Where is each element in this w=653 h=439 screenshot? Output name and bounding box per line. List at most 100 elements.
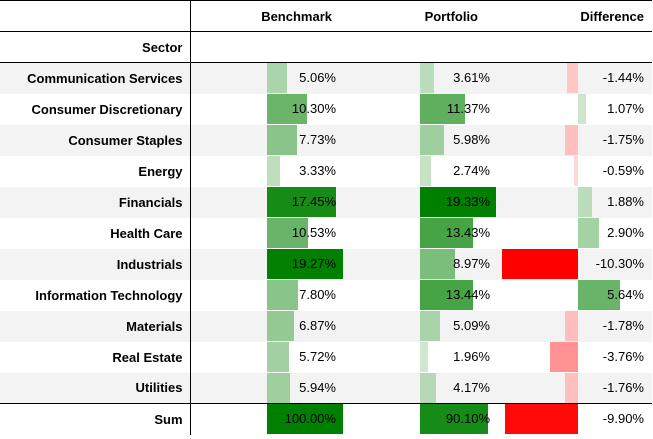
portfolio-cell[interactable]: 19.33% <box>344 186 498 218</box>
difference-value: -10.30% <box>595 256 644 271</box>
portfolio-bar <box>420 156 431 186</box>
header-difference[interactable]: Difference <box>498 0 652 32</box>
difference-bar <box>565 311 578 341</box>
difference-cell[interactable]: -3.76% <box>498 342 652 373</box>
difference-value: -1.78% <box>602 318 644 333</box>
benchmark-bar <box>266 280 298 310</box>
portfolio-bar <box>420 311 440 341</box>
portfolio-value: 8.97% <box>453 256 490 271</box>
benchmark-cell[interactable]: 19.27% <box>190 248 344 280</box>
difference-bar <box>578 94 586 124</box>
benchmark-value: 17.45% <box>291 194 336 209</box>
difference-bar <box>505 404 578 435</box>
benchmark-value: 6.87% <box>299 318 336 333</box>
difference-bar <box>574 156 578 186</box>
benchmark-cell[interactable]: 17.45% <box>190 186 344 218</box>
benchmark-cell[interactable]: 3.33% <box>190 156 344 187</box>
portfolio-value: 4.17% <box>453 379 490 395</box>
difference-bar <box>565 372 578 403</box>
table-row: Consumer Staples 7.73% 5.98% -1.75% <box>0 124 652 156</box>
difference-value: -1.75% <box>602 132 644 147</box>
difference-value: 5.64% <box>607 287 644 302</box>
header-portfolio[interactable]: Portfolio <box>344 0 498 32</box>
table-row: Utilities 5.94% 4.17% -1.76% <box>0 372 652 404</box>
table-row: Information Technology 7.80% 13.44% 5.64% <box>0 279 652 311</box>
portfolio-bar <box>420 280 473 310</box>
benchmark-cell[interactable]: 7.80% <box>190 280 344 311</box>
portfolio-cell[interactable]: 13.43% <box>344 218 498 249</box>
portfolio-bar <box>420 249 455 279</box>
portfolio-cell[interactable]: 90.10% <box>344 403 498 435</box>
sector-label: Financials <box>0 186 191 218</box>
benchmark-value: 7.73% <box>299 132 336 147</box>
difference-value: -1.76% <box>602 379 644 395</box>
difference-cell[interactable]: 1.88% <box>498 186 652 218</box>
portfolio-bar <box>420 372 436 403</box>
portfolio-value: 5.98% <box>453 132 490 147</box>
portfolio-cell[interactable]: 5.09% <box>344 310 498 342</box>
benchmark-value: 5.72% <box>299 349 336 364</box>
table-row: Financials 17.45% 19.33% 1.88% <box>0 186 652 218</box>
header-benchmark[interactable]: Benchmark <box>190 0 344 32</box>
difference-cell[interactable]: -9.90% <box>498 403 652 435</box>
table-row: Consumer Discretionary 10.30% 11.37% 1.07% <box>0 93 652 125</box>
sector-label: Energy <box>0 155 191 187</box>
difference-cell[interactable]: 2.90% <box>498 218 652 249</box>
benchmark-cell[interactable]: 10.30% <box>190 94 344 125</box>
benchmark-value: 5.06% <box>299 70 336 86</box>
sector-label: Consumer Discretionary <box>0 93 191 125</box>
benchmark-bar <box>266 94 307 124</box>
benchmark-value: 3.33% <box>299 163 336 178</box>
portfolio-cell[interactable]: 5.98% <box>344 124 498 156</box>
portfolio-bar <box>420 125 444 155</box>
difference-cell[interactable]: -0.59% <box>498 156 652 187</box>
benchmark-cell[interactable]: 10.53% <box>190 218 344 249</box>
benchmark-cell[interactable]: 5.72% <box>190 342 344 373</box>
table-row: Communication Services 5.06% 3.61% -1.44% <box>0 62 652 94</box>
difference-cell[interactable]: -1.78% <box>498 310 652 342</box>
portfolio-bar <box>420 342 428 372</box>
portfolio-value: 5.09% <box>453 318 490 333</box>
benchmark-cell[interactable]: 5.06% <box>190 62 344 94</box>
difference-bar <box>578 280 620 310</box>
difference-cell[interactable]: -1.76% <box>498 372 652 404</box>
benchmark-cell[interactable]: 7.73% <box>190 124 344 156</box>
difference-cell[interactable]: -1.75% <box>498 124 652 156</box>
index-name-sector: Sector <box>0 31 191 63</box>
difference-value: 2.90% <box>607 225 644 240</box>
benchmark-bar <box>266 156 280 186</box>
difference-cell[interactable]: -10.30% <box>498 248 652 280</box>
portfolio-bar <box>420 218 473 248</box>
benchmark-bar <box>266 342 289 372</box>
sector-label: Information Technology <box>0 279 191 311</box>
portfolio-cell[interactable]: 11.37% <box>344 94 498 125</box>
benchmark-value: 10.30% <box>291 101 336 116</box>
portfolio-value: 19.33% <box>445 194 490 209</box>
difference-cell[interactable]: 5.64% <box>498 280 652 311</box>
portfolio-value: 13.44% <box>445 287 490 302</box>
benchmark-value: 7.80% <box>299 287 336 302</box>
benchmark-bar <box>266 63 287 94</box>
benchmark-value: 100.00% <box>284 411 336 427</box>
table-row: Materials 6.87% 5.09% -1.78% <box>0 310 652 342</box>
portfolio-cell[interactable]: 4.17% <box>344 372 498 404</box>
table-row: Real Estate 5.72% 1.96% -3.76% <box>0 341 652 373</box>
benchmark-cell[interactable]: 100.00% <box>190 403 344 435</box>
empty-cell <box>190 31 344 63</box>
portfolio-cell[interactable]: 2.74% <box>344 156 498 187</box>
portfolio-cell[interactable]: 1.96% <box>344 342 498 373</box>
portfolio-cell[interactable]: 13.44% <box>344 280 498 311</box>
difference-bar <box>550 342 578 372</box>
portfolio-cell[interactable]: 3.61% <box>344 62 498 94</box>
difference-cell[interactable]: 1.07% <box>498 94 652 125</box>
benchmark-cell[interactable]: 5.94% <box>190 372 344 404</box>
benchmark-bar <box>266 187 336 217</box>
sum-row: Sum 100.00% 90.10% -9.90% <box>0 403 652 435</box>
portfolio-cell[interactable]: 8.97% <box>344 248 498 280</box>
benchmark-cell[interactable]: 6.87% <box>190 310 344 342</box>
benchmark-bar <box>266 372 290 403</box>
empty-cell <box>498 31 652 63</box>
benchmark-bar <box>266 218 308 248</box>
difference-cell[interactable]: -1.44% <box>498 62 652 94</box>
